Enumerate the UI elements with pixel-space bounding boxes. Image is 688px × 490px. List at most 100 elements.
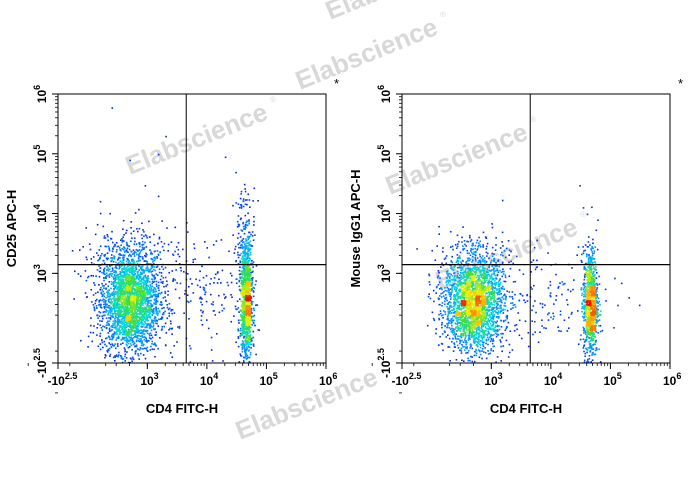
event-dot [130, 287, 132, 289]
event-dot [201, 303, 203, 306]
event-dot [241, 276, 243, 278]
event-dot [589, 350, 591, 353]
event-dot [458, 240, 460, 243]
event-dot [138, 278, 140, 281]
event-dot [120, 263, 122, 265]
event-dot [128, 271, 131, 274]
event-dot [112, 276, 115, 278]
minor-ticks [27, 96, 324, 394]
event-dot [503, 294, 505, 297]
event-dot [140, 267, 143, 270]
event-dot [485, 251, 488, 254]
event-dot [107, 300, 110, 303]
event-dot [116, 307, 118, 309]
event-dot [250, 302, 253, 304]
event-dot [534, 320, 536, 323]
event-dot [531, 288, 533, 290]
event-dot [452, 337, 454, 340]
event-dot [79, 249, 81, 251]
event-dot [148, 236, 151, 238]
event-dot [180, 269, 182, 272]
event-dot [246, 276, 249, 278]
event-dot [114, 321, 117, 324]
event-dot [246, 203, 248, 206]
event-dot [155, 308, 157, 310]
event-dot [146, 319, 148, 322]
event-dot [583, 344, 586, 346]
event-dot [203, 287, 206, 289]
event-dot [111, 301, 114, 303]
event-dot [501, 251, 503, 254]
event-dot [143, 285, 145, 287]
event-dot [591, 359, 594, 361]
event-dot [463, 264, 465, 267]
event-dot [132, 324, 135, 326]
event-dot [440, 342, 443, 345]
event-dot [496, 265, 498, 267]
event-dot [245, 344, 247, 347]
event-dot [133, 324, 136, 327]
event-dot [446, 326, 448, 329]
event-dot [583, 278, 586, 281]
event-dot [123, 275, 126, 278]
event-dot [445, 294, 447, 296]
event-dot [597, 332, 599, 334]
event-dot [136, 272, 139, 275]
event-dot [103, 237, 105, 239]
event-dot [241, 314, 244, 317]
event-dot [136, 228, 138, 230]
event-dot [242, 252, 245, 255]
event-dot [499, 297, 501, 300]
event-dot [244, 271, 246, 273]
event-dot [145, 337, 147, 340]
event-dot [521, 337, 523, 340]
event-dot [151, 343, 153, 345]
event-dot [584, 262, 587, 265]
event-dot [241, 247, 243, 249]
event-dot [245, 341, 248, 344]
event-dot [140, 342, 143, 345]
event-dot [246, 278, 248, 280]
event-dot [241, 312, 244, 314]
event-dot [134, 312, 136, 315]
event-dot [128, 292, 130, 294]
event-dot [105, 310, 107, 312]
event-dot [534, 331, 536, 333]
event-dot [242, 264, 245, 267]
event-dot [106, 274, 109, 276]
event-dot [175, 260, 177, 262]
event-dot [238, 269, 241, 272]
event-dot [230, 320, 232, 323]
event-dot [126, 278, 128, 281]
event-dot [140, 352, 142, 355]
event-dot [246, 266, 249, 269]
event-dot [131, 273, 134, 275]
event-dot [210, 293, 212, 296]
event-dot [103, 267, 106, 270]
event-dot [140, 304, 143, 307]
event-dot [230, 294, 232, 296]
event-dot [213, 277, 216, 279]
event-dot [490, 337, 492, 340]
event-dot [590, 346, 593, 348]
event-dot [140, 269, 143, 271]
event-dot [107, 348, 110, 351]
event-dot [111, 337, 114, 340]
event-dot [580, 334, 582, 336]
event-dot [170, 309, 173, 311]
event-dot [125, 357, 128, 359]
event-dot [137, 260, 140, 263]
event-dot [243, 361, 245, 363]
event-dot [141, 256, 144, 258]
event-dot [210, 278, 212, 280]
event-dot [472, 244, 474, 247]
event-dot [125, 308, 127, 310]
event-dot [510, 302, 512, 305]
event-dot [587, 246, 589, 248]
event-dot [447, 287, 450, 290]
watermark-symbol: ® [379, 359, 388, 370]
event-dot [131, 329, 133, 332]
event-dot [93, 308, 96, 310]
event-dot [241, 325, 243, 328]
event-dot [234, 245, 237, 248]
